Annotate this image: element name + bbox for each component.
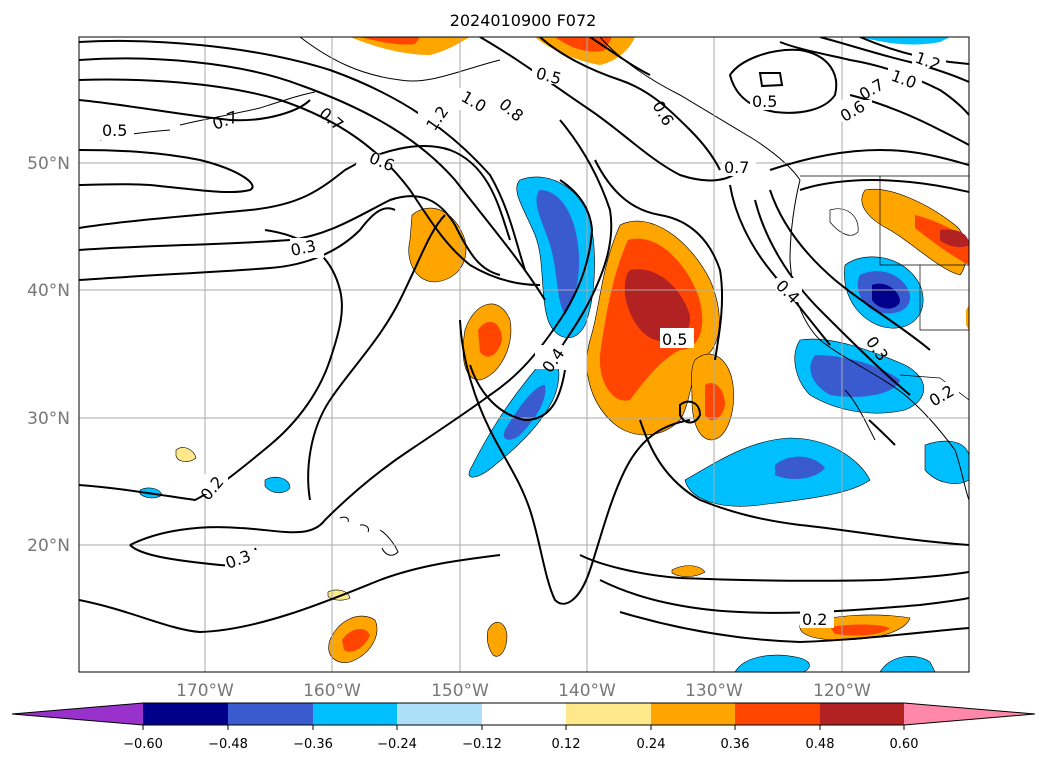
- colorbar-tick-label: 0.12: [552, 737, 581, 752]
- contour-label: 0.2: [802, 610, 827, 629]
- map-title: 2024010900 F072: [450, 11, 597, 30]
- colorbar-segment: [904, 703, 1035, 725]
- colorbar-segment: [12, 703, 143, 725]
- positive-anomaly-fills: [175, 37, 969, 663]
- map-area: 0.5 0.7 0.6 0.3 0.2 0.3 1.2 1.0 0.8 0.5 …: [79, 37, 969, 672]
- colorbar-tick-label: −0.12: [462, 737, 502, 752]
- lon-label: 130°W: [685, 681, 743, 701]
- colorbar-segment: [313, 703, 397, 725]
- colorbar-segment: [228, 703, 313, 725]
- lat-label: 30°N: [27, 409, 70, 429]
- contour-lines: [79, 37, 969, 644]
- colorbar-tick-label: 0.24: [637, 737, 666, 752]
- latitude-axis-labels: 50°N 40°N 30°N 20°N: [27, 154, 70, 556]
- colorbar-tick-label: 0.36: [721, 737, 750, 752]
- colorbar-segment: [651, 703, 735, 725]
- gridlines: [79, 37, 969, 672]
- lon-label: 170°W: [176, 681, 234, 701]
- colorbar-tick-label: 0.48: [806, 737, 835, 752]
- political-borders: [800, 175, 969, 401]
- colorbar-segment: [482, 703, 566, 725]
- contour-label: 0.5: [662, 330, 687, 349]
- colorbar-segment: [143, 703, 228, 725]
- colorbar-segment: [566, 703, 651, 725]
- colorbar-tick-label: −0.36: [293, 737, 333, 752]
- colorbar-tick-label: −0.24: [377, 737, 417, 752]
- lat-label: 50°N: [27, 154, 70, 174]
- map-border: [78, 36, 970, 673]
- contour-label: 0.5: [102, 121, 127, 140]
- colorbar-segment: [397, 703, 482, 725]
- colorbar-tick-label: −0.60: [123, 737, 163, 752]
- colorbar: −0.60 −0.48 −0.36 −0.24 −0.12 0.12 0.24 …: [11, 702, 1036, 752]
- contour-label: 0.7: [724, 158, 749, 177]
- contour-label: 0.3: [289, 236, 318, 260]
- contour-label: 0.5: [752, 92, 777, 111]
- colorbar-tick-label: 0.60: [890, 737, 919, 752]
- longitude-axis-labels: 170°W 160°W 150°W 140°W 130°W 120°W: [176, 681, 871, 701]
- lon-label: 150°W: [431, 681, 489, 701]
- lon-label: 140°W: [558, 681, 616, 701]
- lat-label: 40°N: [27, 281, 70, 301]
- negative-anomaly-fills: [139, 37, 969, 672]
- colorbar-tick-label: −0.48: [208, 737, 248, 752]
- lon-label: 160°W: [303, 681, 361, 701]
- colorbar-segment: [735, 703, 820, 725]
- lon-label: 120°W: [813, 681, 871, 701]
- colorbar-segment: [820, 703, 904, 725]
- lat-label: 20°N: [27, 536, 70, 556]
